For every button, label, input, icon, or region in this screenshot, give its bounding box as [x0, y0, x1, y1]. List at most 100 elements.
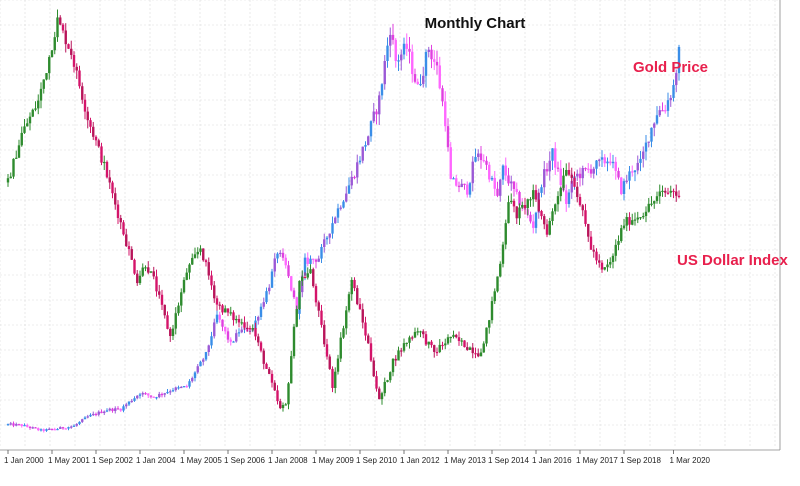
candle: [504, 157, 507, 182]
candle-body: [290, 356, 293, 384]
candle-body: [9, 176, 12, 179]
candle: [606, 259, 609, 272]
candle: [281, 248, 285, 261]
candle: [171, 387, 175, 393]
candle-body: [397, 60, 400, 62]
candle-body: [188, 264, 191, 273]
candle: [116, 406, 120, 410]
candle: [221, 303, 224, 315]
candle: [130, 399, 133, 403]
candle: [103, 155, 106, 171]
candle: [314, 258, 318, 269]
candle-body: [430, 341, 433, 346]
candle-body: [441, 88, 444, 102]
candle-body: [529, 199, 532, 201]
candle-body: [235, 318, 238, 321]
candle: [89, 117, 92, 134]
candle: [523, 197, 527, 215]
candle: [400, 49, 403, 71]
candle: [466, 342, 469, 351]
candle: [350, 277, 353, 301]
candle: [658, 184, 661, 204]
candle-body: [540, 187, 543, 193]
candle: [125, 228, 128, 247]
candle: [430, 340, 433, 348]
candle: [97, 138, 100, 148]
candle: [188, 379, 191, 389]
candle-body: [416, 331, 419, 333]
candle-body: [378, 388, 381, 400]
candle-body: [138, 275, 142, 284]
candle: [369, 120, 373, 142]
x-tick-label: 1 May 2005: [180, 456, 222, 465]
candle-body: [479, 153, 483, 161]
x-tick-label: 1 Mar 2020: [670, 456, 711, 465]
candle-body: [532, 221, 535, 228]
candle-body: [496, 188, 499, 196]
candle-body: [144, 393, 147, 395]
candle: [600, 260, 604, 273]
candle: [323, 233, 326, 253]
candle: [433, 344, 436, 358]
candle: [83, 94, 87, 120]
candle: [548, 151, 551, 181]
candle: [199, 360, 202, 367]
candle-body: [532, 190, 535, 200]
candle: [383, 377, 386, 397]
candle-body: [441, 344, 444, 347]
candle-body: [515, 206, 518, 219]
candle-body: [342, 328, 345, 338]
candle: [12, 421, 15, 428]
candle-body: [100, 411, 103, 414]
candle-body: [576, 186, 579, 197]
candle-body: [581, 168, 584, 179]
candle-body: [114, 193, 117, 205]
candle: [438, 56, 441, 90]
candle: [240, 326, 243, 334]
candle: [213, 281, 216, 303]
candle-body: [644, 211, 648, 217]
candle-body: [70, 426, 73, 428]
candle-body: [320, 310, 323, 325]
candle-body: [270, 373, 274, 383]
candle-body: [507, 175, 510, 184]
candle-body: [581, 205, 584, 211]
candle-body: [94, 136, 98, 141]
candle-body: [262, 302, 265, 307]
candle-body: [273, 258, 276, 272]
candle: [177, 385, 180, 390]
candle-body: [449, 336, 452, 339]
candle-body: [592, 168, 595, 174]
candle: [606, 157, 609, 172]
candle-body: [565, 169, 568, 176]
candle-body: [309, 269, 312, 274]
candle: [356, 285, 359, 306]
candle: [471, 156, 474, 192]
candle-body: [367, 136, 370, 146]
candle: [287, 260, 290, 278]
candle: [86, 414, 89, 419]
candle: [537, 192, 540, 212]
candle: [603, 267, 606, 271]
candle: [257, 315, 260, 325]
candle: [424, 330, 428, 347]
candle: [6, 174, 10, 187]
candle: [26, 118, 29, 127]
candle-body: [6, 424, 10, 426]
candle-body: [576, 173, 579, 177]
candle-body: [455, 334, 458, 338]
candle: [9, 421, 12, 426]
candle: [303, 272, 307, 279]
candle-body: [171, 328, 175, 336]
candle-body: [617, 241, 620, 245]
candle: [526, 198, 529, 216]
us-dollar-index-label: US Dollar Index: [677, 252, 789, 269]
candle: [507, 167, 510, 186]
candle: [598, 254, 601, 268]
candle: [229, 306, 232, 316]
candle: [666, 92, 670, 117]
candle: [361, 146, 364, 164]
candle: [391, 358, 395, 377]
candle-body: [246, 327, 249, 329]
candle-body: [20, 424, 23, 426]
